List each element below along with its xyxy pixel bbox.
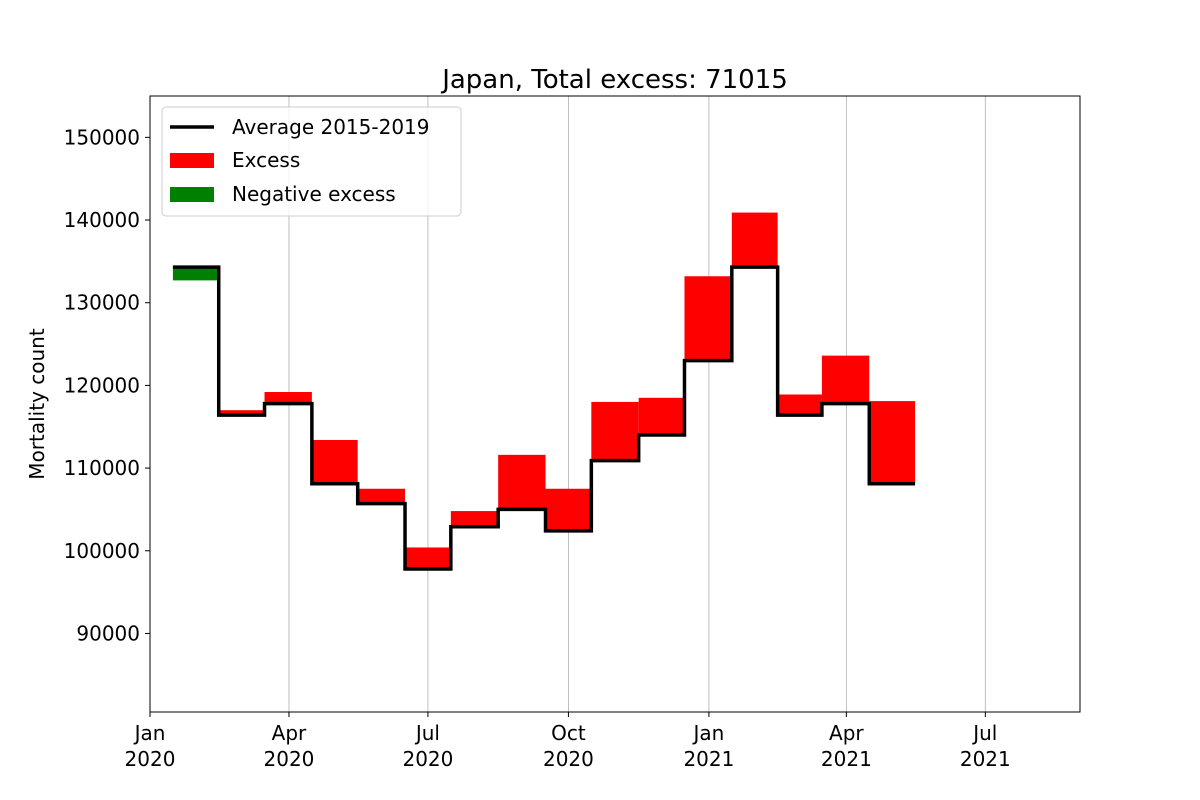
legend-negative-excess-swatch bbox=[170, 187, 214, 202]
y-axis-label: Mortality count bbox=[25, 328, 49, 480]
excess-bar bbox=[731, 212, 778, 268]
excess-bar bbox=[821, 355, 870, 404]
y-tick-label: 130000 bbox=[64, 291, 140, 315]
legend: Average 2015-2019 Excess Negative excess bbox=[161, 106, 462, 217]
negative-excess-bar bbox=[172, 267, 219, 281]
x-tick-label-month: Apr bbox=[272, 721, 307, 745]
excess-bar bbox=[218, 410, 265, 416]
y-tick-label: 90000 bbox=[76, 621, 140, 645]
x-tick-label-month: Jul bbox=[971, 721, 997, 745]
x-tick-label-month: Jan bbox=[133, 721, 166, 745]
y-tick-label: 150000 bbox=[64, 125, 140, 149]
average-line-layer bbox=[172, 265, 916, 571]
excess-bars bbox=[172, 212, 916, 569]
legend-label-average: Average 2015-2019 bbox=[232, 115, 430, 139]
x-tick-label-month: Oct bbox=[551, 721, 586, 745]
x-tick-label-month: Apr bbox=[829, 721, 864, 745]
average-line bbox=[172, 265, 916, 571]
excess-bar bbox=[405, 547, 451, 569]
excess-bar bbox=[638, 397, 685, 436]
x-tick-label-year: 2020 bbox=[543, 747, 594, 771]
y-tick-label: 120000 bbox=[64, 373, 140, 397]
excess-bar bbox=[264, 392, 312, 404]
chart-title: Japan, Total excess: 71015 bbox=[440, 65, 788, 95]
x-tick-label-month: Jul bbox=[414, 721, 440, 745]
excess-bar bbox=[591, 401, 639, 461]
x-tick-label-year: 2021 bbox=[821, 747, 872, 771]
excess-bar bbox=[545, 488, 592, 531]
excess-bar bbox=[498, 454, 546, 510]
x-tick-label-year: 2021 bbox=[960, 747, 1011, 771]
x-tick-label-year: 2020 bbox=[402, 747, 453, 771]
x-tick-label-year: 2020 bbox=[125, 747, 176, 771]
legend-box bbox=[161, 106, 462, 217]
excess-bar bbox=[684, 276, 732, 361]
x-tick-label-month: Jan bbox=[691, 721, 724, 745]
excess-bar bbox=[869, 401, 916, 484]
y-tick-label: 110000 bbox=[64, 456, 140, 480]
excess-bar bbox=[450, 511, 499, 527]
y-tick-label: 140000 bbox=[64, 208, 140, 232]
legend-label-negative-excess: Negative excess bbox=[232, 182, 396, 206]
axis-ticks: Jan2020Apr2020Jul2020Oct2020Jan2021Apr20… bbox=[64, 125, 1011, 771]
excess-bar bbox=[311, 439, 358, 484]
x-tick-label-year: 2021 bbox=[683, 747, 734, 771]
excess-bar bbox=[777, 394, 822, 416]
legend-label-excess: Excess bbox=[232, 148, 300, 172]
y-tick-label: 100000 bbox=[64, 539, 140, 563]
plot-frame bbox=[149, 95, 1081, 713]
x-tick-label-year: 2020 bbox=[264, 747, 315, 771]
excess-bar bbox=[357, 488, 406, 504]
legend-excess-swatch bbox=[170, 153, 214, 168]
